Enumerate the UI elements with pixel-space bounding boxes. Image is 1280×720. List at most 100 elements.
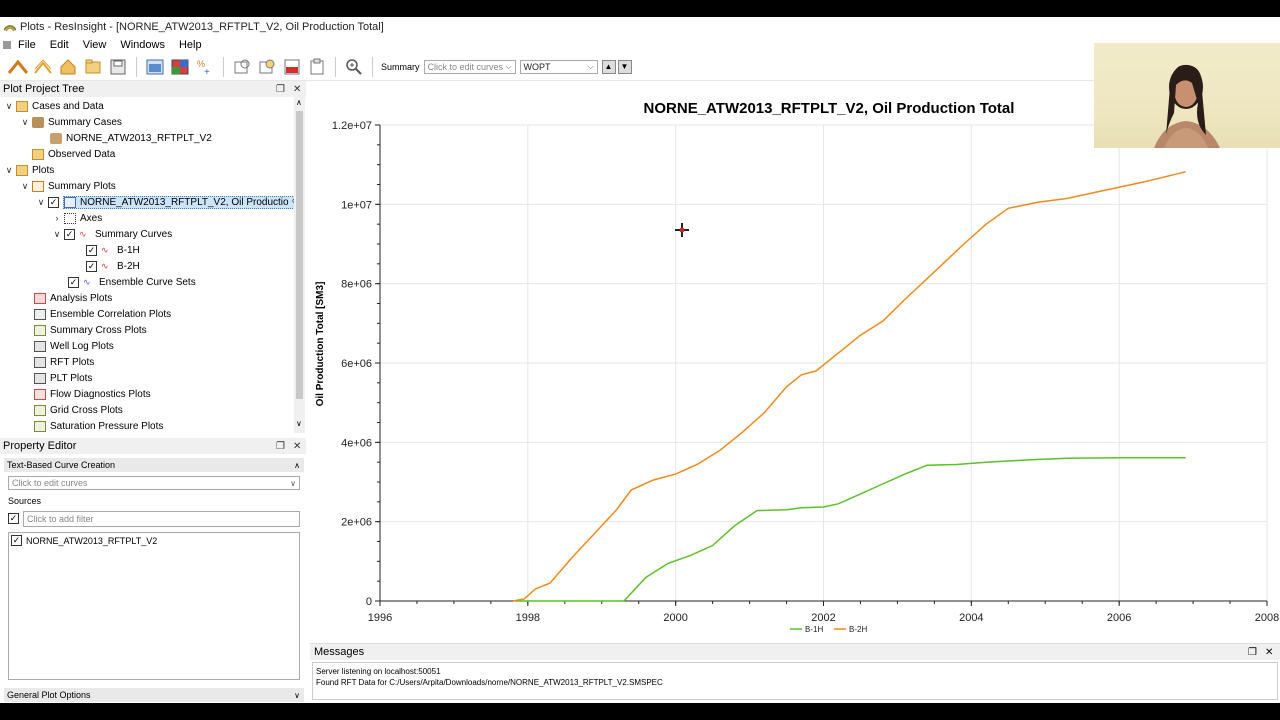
svg-text:%: % <box>197 59 205 69</box>
tree-row-grid-cross-plots[interactable]: Grid Cross Plots <box>34 402 123 418</box>
scroll-down-icon[interactable]: ∨ <box>296 419 302 428</box>
tree-row-ensemble-curve-sets[interactable]: ✓ ∿ Ensemble Curve Sets <box>68 274 196 290</box>
next-vector-icon[interactable]: ▼ <box>617 59 632 74</box>
legend-label-b-1h: B-1H <box>805 625 823 634</box>
scrollbar-thumb[interactable] <box>296 111 303 399</box>
collapse-arrow-icon[interactable]: ∨ <box>37 196 45 207</box>
tree-label: Cases and Data <box>32 100 104 112</box>
pdf-export-icon[interactable] <box>282 57 302 77</box>
crosshair-cursor-icon <box>675 223 689 237</box>
vector-combo[interactable]: WOPT ⌵ <box>519 59 598 74</box>
checkbox[interactable]: ✓ <box>48 196 59 208</box>
checkbox[interactable]: ✓ <box>11 535 22 546</box>
folder-icon <box>32 148 44 160</box>
tree-row-plots[interactable]: ∨ Plots <box>4 162 54 178</box>
tree-row-summary-curves[interactable]: ∨ ✓ ∿ Summary Curves <box>52 226 172 242</box>
filter-input[interactable]: Click to add filter <box>23 511 300 527</box>
tree-label: Plots <box>32 164 55 176</box>
tree-row-cases-and-data[interactable]: ∨ Cases and Data <box>4 98 104 114</box>
tree-row-plt-plots[interactable]: PLT Plots <box>34 370 92 386</box>
save-icon[interactable] <box>108 57 128 77</box>
x-tick-label: 2000 <box>663 612 687 624</box>
summary-plot-icon[interactable] <box>8 57 28 77</box>
y-tick-label: 8e+06 <box>341 279 372 291</box>
tree-label: Grid Cross Plots <box>50 404 123 416</box>
window-view-icon[interactable] <box>145 57 165 77</box>
curves-combo[interactable]: Click to edit curves ⌵ <box>423 59 516 74</box>
close-panel-icon[interactable]: ✕ <box>293 83 302 95</box>
text-curve-creation-section[interactable]: Text-Based Curve Creation ∧ <box>4 458 304 472</box>
snapshot-icon[interactable] <box>232 57 252 77</box>
float-panel-icon[interactable]: ❐ <box>276 83 285 95</box>
y-tick-label: 1e+07 <box>341 199 372 211</box>
tree-row-rft-plots[interactable]: RFT Plots <box>34 354 94 370</box>
open-folder-icon[interactable] <box>83 57 103 77</box>
tree-scrollbar[interactable]: ∧ ∨ <box>294 97 305 433</box>
tree-row-analysis-plots[interactable]: Analysis Plots <box>34 290 112 306</box>
summary-cases-icon <box>32 116 44 128</box>
window-title: Plots - ResInsight - [NORNE_ATW2013_RFTP… <box>20 21 384 33</box>
previous-vector-icon[interactable]: ▲ <box>601 59 616 74</box>
tree-row-summary-cases[interactable]: ∨ Summary Cases <box>20 114 122 130</box>
snapshot-all-icon[interactable] <box>257 57 277 77</box>
menu-file[interactable]: File <box>18 39 36 51</box>
source-item-label: NORNE_ATW2013_RFTPLT_V2 <box>26 535 158 546</box>
curves-text-field[interactable]: Click to edit curves ∨ <box>8 476 300 490</box>
expand-section-icon[interactable]: ∨ <box>294 690 300 700</box>
tree-row-axes[interactable]: › Axes <box>52 210 102 226</box>
menu-windows[interactable]: Windows <box>120 39 165 51</box>
expand-arrow-icon[interactable]: › <box>55 213 59 223</box>
list-item[interactable]: ✓ NORNE_ATW2013_RFTPLT_V2 <box>9 533 299 548</box>
close-panel-icon[interactable]: ✕ <box>1265 646 1274 658</box>
collapse-arrow-icon[interactable]: ∨ <box>21 180 29 191</box>
float-panel-icon[interactable]: ❐ <box>276 440 285 452</box>
tree-row-flow-diagnostics-plots[interactable]: Flow Diagnostics Plots <box>34 386 151 402</box>
tree-row-curve-b1h[interactable]: ✓ ∿ B-1H <box>86 242 140 258</box>
filter-checkbox[interactable]: ✓ <box>8 513 19 524</box>
checkbox[interactable]: ✓ <box>68 276 79 288</box>
chart-svg[interactable]: NORNE_ATW2013_RFTPLT_V2, Oil Production … <box>310 97 1280 642</box>
selected-tree-item[interactable]: NORNE_ATW2013_RFTPLT_V2, Oil Productio ⚲ <box>63 195 302 209</box>
svg-text:+: + <box>204 67 210 76</box>
general-plot-options-section[interactable]: General Plot Options ∨ <box>4 688 304 702</box>
close-panel-icon[interactable]: ✕ <box>293 440 302 452</box>
tree-row-summary-plots[interactable]: ∨ Summary Plots <box>20 178 116 194</box>
menu-edit[interactable]: Edit <box>49 39 69 51</box>
grid-view-icon[interactable] <box>170 57 190 77</box>
float-panel-icon[interactable]: ❐ <box>1248 646 1257 658</box>
checkbox[interactable]: ✓ <box>64 228 75 240</box>
plus-minus-icon[interactable]: % + <box>195 57 215 77</box>
summary-toolbar-label: Summary <box>381 61 420 72</box>
toolbar-separator <box>372 56 373 77</box>
collapse-arrow-icon[interactable]: ∨ <box>5 164 13 175</box>
collapse-arrow-icon[interactable]: ∨ <box>53 228 61 239</box>
collapse-arrow-icon[interactable]: ∨ <box>5 100 13 111</box>
tree-row-oil-production-plot[interactable]: ∨ ✓ NORNE_ATW2013_RFTPLT_V2, Oil Product… <box>36 194 302 210</box>
tree-row-ensemble-correlation-plots[interactable]: Ensemble Correlation Plots <box>34 306 171 322</box>
tree-row-summary-cross-plots[interactable]: Summary Cross Plots <box>34 322 147 338</box>
tree-row-curve-b2h[interactable]: ✓ ∿ B-2H <box>86 258 140 274</box>
ensemble-plot-icon[interactable] <box>33 57 53 77</box>
scroll-up-icon[interactable]: ∧ <box>296 98 302 107</box>
clipboard-icon[interactable] <box>307 57 327 77</box>
tree-row-summary-case[interactable]: NORNE_ATW2013_RFTPLT_V2 <box>50 130 212 146</box>
summary-plot[interactable]: NORNE_ATW2013_RFTPLT_V2, Oil Production … <box>310 97 1280 642</box>
house-plot-icon[interactable] <box>58 57 78 77</box>
menu-view[interactable]: View <box>82 39 107 51</box>
collapse-section-icon[interactable]: ∧ <box>294 460 300 470</box>
title-bar: Plots - ResInsight - [NORNE_ATW2013_RFTP… <box>0 17 1280 37</box>
folder-icon <box>16 100 28 112</box>
tree-label: NORNE_ATW2013_RFTPLT_V2 <box>66 132 212 144</box>
zoom-all-icon[interactable] <box>344 57 364 77</box>
checkbox[interactable]: ✓ <box>86 260 97 272</box>
top-letterbox <box>0 0 1280 17</box>
tree-row-saturation-pressure-plots[interactable]: Saturation Pressure Plots <box>34 418 163 433</box>
checkbox[interactable]: ✓ <box>86 244 97 256</box>
x-tick-label: 1996 <box>368 612 392 624</box>
tree-row-well-log-plots[interactable]: Well Log Plots <box>34 338 114 354</box>
menu-help[interactable]: Help <box>178 39 202 51</box>
collapse-arrow-icon[interactable]: ∨ <box>21 116 29 127</box>
rft-plots-icon <box>34 356 46 368</box>
tree-label: PLT Plots <box>50 372 93 384</box>
tree-row-observed-data[interactable]: Observed Data <box>32 146 115 162</box>
